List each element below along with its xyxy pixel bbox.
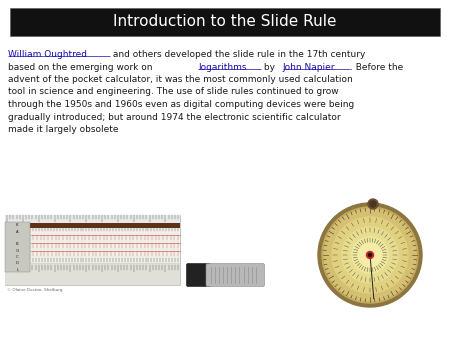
Text: . Before the: . Before the	[350, 63, 404, 72]
Text: and others developed the slide rule in the 17th century: and others developed the slide rule in t…	[110, 50, 365, 59]
Circle shape	[370, 201, 376, 207]
Circle shape	[322, 207, 418, 303]
Text: Introduction to the Slide Rule: Introduction to the Slide Rule	[113, 15, 337, 29]
Circle shape	[324, 209, 416, 301]
Text: through the 1950s and 1960s even as digital computing devices were being: through the 1950s and 1960s even as digi…	[8, 100, 354, 109]
Bar	[5, 215, 180, 225]
Circle shape	[358, 243, 382, 267]
Bar	[5, 215, 180, 285]
Circle shape	[369, 254, 372, 257]
Text: gradually introduced; but around 1974 the electronic scientific calculator: gradually introduced; but around 1974 th…	[8, 113, 341, 121]
Text: © Olaine Duston- Shelburg: © Olaine Duston- Shelburg	[7, 288, 63, 292]
Circle shape	[318, 203, 422, 307]
Text: logarithms: logarithms	[198, 63, 247, 72]
Bar	[5, 223, 180, 228]
Circle shape	[332, 217, 408, 293]
Bar	[31, 227, 180, 263]
Bar	[10, 8, 440, 36]
Text: A: A	[16, 230, 18, 234]
Text: John Napier: John Napier	[283, 63, 335, 72]
Text: L: L	[16, 268, 18, 272]
Text: William Oughtred: William Oughtred	[8, 50, 87, 59]
Text: made it largely obsolete: made it largely obsolete	[8, 125, 118, 134]
Text: by: by	[261, 63, 278, 72]
Bar	[5, 222, 30, 272]
Circle shape	[366, 251, 373, 259]
Text: D: D	[16, 261, 19, 265]
Text: B: B	[16, 242, 18, 246]
Circle shape	[352, 237, 388, 273]
Circle shape	[342, 227, 398, 283]
Text: CI: CI	[15, 249, 19, 253]
FancyBboxPatch shape	[186, 264, 211, 287]
Text: tool in science and engineering. The use of slide rules continued to grow: tool in science and engineering. The use…	[8, 88, 338, 97]
Bar	[5, 264, 180, 285]
Text: C: C	[16, 255, 18, 259]
Text: advent of the pocket calculator, it was the most commonly used calculation: advent of the pocket calculator, it was …	[8, 75, 353, 84]
Text: K: K	[16, 223, 18, 227]
FancyBboxPatch shape	[206, 264, 265, 287]
Text: based on the emerging work on: based on the emerging work on	[8, 63, 155, 72]
Circle shape	[368, 199, 378, 209]
